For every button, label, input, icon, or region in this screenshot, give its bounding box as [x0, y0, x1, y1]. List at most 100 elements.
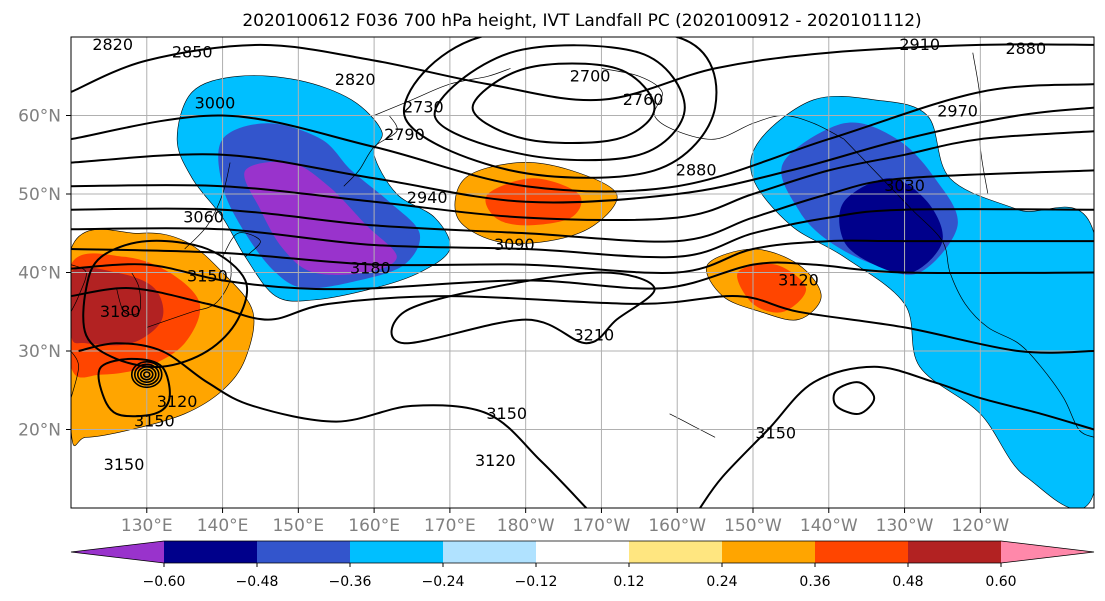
colorbar-segment: [350, 541, 444, 563]
contour-label: 3150: [104, 455, 145, 474]
height-contour: [699, 365, 1094, 508]
colorbar-segment: [164, 541, 258, 563]
xtick-label: 140°E: [197, 516, 249, 536]
coastline: [146, 256, 232, 328]
contour-label: 2790: [384, 125, 425, 144]
height-contour: [390, 271, 656, 345]
height-contour: [71, 169, 1094, 243]
shaded-region-gulf-positive: [706, 248, 822, 321]
xtick-label: 150°E: [272, 516, 324, 536]
contour-label: 3120: [475, 451, 516, 470]
contour-label: 2700: [570, 66, 611, 85]
xtick-label: 120°W: [951, 516, 1009, 536]
map-panel: 2820 2850 2820 3000 2730 2790 2700 2760 2880 2910…: [70, 35, 1095, 509]
colorbar-tick-label: 0.48: [892, 574, 923, 590]
height-contour: [471, 62, 656, 144]
colorbar-segment: [257, 541, 351, 563]
contour-label: 3180: [350, 259, 391, 278]
contour-label: 2820: [92, 35, 133, 54]
colorbar-extend-high: [1001, 541, 1094, 563]
cyclone-contour: [130, 360, 163, 389]
height-contour: [71, 106, 1094, 204]
ytick-label: 40°N: [18, 264, 61, 284]
contour-label: 3150: [755, 423, 796, 442]
contour-label: 3090: [494, 235, 535, 254]
cyclone-contour: [139, 368, 154, 381]
xtick-label: 140°W: [800, 516, 858, 536]
xtick-label: 170°W: [573, 516, 631, 536]
contour-label: 2880: [676, 160, 717, 179]
height-contour: [78, 342, 588, 508]
colorbar-segment: [815, 541, 909, 563]
contour-label: 3210: [574, 325, 615, 344]
shaded-level-west-pacific-positive: [71, 267, 164, 346]
height-contour: [71, 261, 1094, 291]
colorbar-tick-label: 0.24: [706, 574, 737, 590]
colorbar-tick-label: −0.24: [422, 574, 465, 590]
colorbar: −0.60 −0.48 −0.36 −0.24 −0.12 0.12 0.24 0.36 0.4…: [70, 540, 1095, 590]
xtick-label: 170°E: [424, 516, 476, 536]
contour-label: 3150: [486, 404, 527, 423]
coastline: [222, 232, 261, 258]
ytick-label: 50°N: [18, 185, 61, 205]
colorbar-tick-label: −0.12: [515, 574, 558, 590]
colorbar-segment: [443, 541, 537, 563]
coastline: [601, 68, 845, 140]
coastline: [669, 413, 716, 438]
contour-labels: 2820 2850 2820 3000 2730 2790 2700 2760 2880 2910…: [92, 35, 1046, 474]
contour-label: 2760: [623, 90, 664, 109]
contour-label: 2970: [937, 102, 978, 121]
height-contour: [402, 37, 718, 179]
xtick-label: 160°W: [648, 516, 706, 536]
height-contour: [71, 43, 1094, 102]
coastline: [843, 138, 1094, 438]
height-contour: [71, 83, 1094, 193]
contour-label: 2940: [407, 188, 448, 207]
cyclone-contour: [142, 371, 151, 378]
cyclone-contour: [136, 366, 157, 383]
colorbar-tick-label: 0.36: [799, 574, 830, 590]
height-contour: [71, 239, 1094, 274]
colorbar-tick-label: 0.12: [613, 574, 644, 590]
height-contour: [71, 208, 1094, 259]
coastline: [116, 272, 141, 316]
colorbar-tick-label: 0.60: [985, 574, 1016, 590]
contour-label: 3150: [187, 266, 228, 285]
colorbar-segment: [722, 541, 816, 563]
ytick-label: 60°N: [18, 107, 61, 127]
xtick-label: 160°E: [348, 516, 400, 536]
colorbar-tick-label: −0.36: [329, 574, 372, 590]
ytick-label: 30°N: [18, 342, 61, 362]
height-contour: [433, 44, 686, 162]
xtick-label: 180°W: [497, 516, 555, 536]
shaded-level-gulf-positive: [737, 263, 807, 313]
colorbar-tick-label: −0.48: [236, 574, 279, 590]
contour-label: 3120: [778, 270, 819, 289]
contour-label: 2850: [172, 43, 213, 62]
contour-label: 3120: [157, 392, 198, 411]
contour-label: 3060: [183, 208, 224, 227]
contour-label: 2820: [335, 70, 376, 89]
coastline: [71, 350, 79, 399]
contour-label: 2730: [403, 98, 444, 117]
contour-label: 3000: [195, 94, 236, 113]
xtick-label: 130°E: [121, 516, 173, 536]
height-contour: [832, 381, 876, 415]
contour-label: 3030: [884, 176, 925, 195]
height-contour: [71, 130, 1094, 222]
shaded-level-west-pacific-negative: [244, 161, 397, 275]
colorbar-segment: [908, 541, 1002, 563]
contour-label: 2880: [1005, 39, 1046, 58]
xtick-label: 150°W: [724, 516, 782, 536]
chart-title: 2020100612 F036 700 hPa height, IVT Land…: [242, 11, 921, 31]
colorbar-segment: [629, 541, 723, 563]
colorbar-segment: [536, 541, 630, 563]
colorbar-tick-label: −0.60: [143, 574, 186, 590]
colorbar-extend-low: [71, 541, 164, 563]
cyclone-contour: [133, 363, 160, 386]
latitude-ticks: 20°N 30°N 40°N 50°N 60°N: [18, 107, 71, 441]
contour-label: 3150: [134, 412, 175, 431]
longitude-ticks: 130°E 140°E 150°E 160°E 170°E 180°W 170°W 160°W…: [121, 508, 1009, 536]
contour-label: 2910: [899, 35, 940, 54]
height-contour: [71, 287, 1094, 354]
